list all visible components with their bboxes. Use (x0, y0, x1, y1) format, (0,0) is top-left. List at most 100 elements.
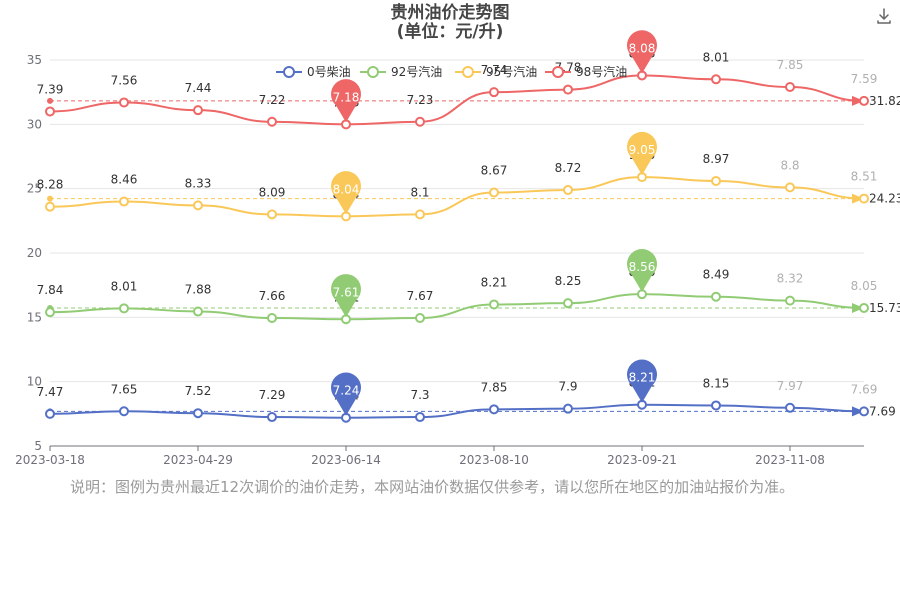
data-label: 8.1 (410, 185, 429, 199)
data-label: 7.84 (37, 283, 64, 297)
data-point (489, 87, 499, 98)
data-label: 8.28 (37, 178, 64, 192)
data-label: 7.47 (37, 385, 64, 399)
data-label: 8.01 (703, 50, 730, 64)
data-label: 7.85 (481, 380, 508, 394)
data-point (489, 404, 499, 415)
data-label: 8.33 (185, 176, 212, 190)
x-tick-label: 2023-09-21 (607, 453, 677, 467)
data-label: 7.22 (259, 93, 286, 107)
min-marker-pin (331, 171, 362, 215)
series-0: 7.69 7.47 7.65 7.52 7.29 7.24 7.3 7.85 7.9 8.21 8.… (37, 359, 896, 423)
data-point (859, 193, 869, 204)
chart-title: 贵州油价走势图 (单位：元/升) (0, 4, 900, 42)
data-point (45, 408, 55, 419)
min-marker-label: 8.04 (333, 182, 360, 196)
average-line-label: 15.73 (869, 301, 900, 315)
data-label: 8.15 (703, 376, 730, 390)
data-point (711, 400, 721, 411)
y-tick-label: 25 (27, 182, 42, 196)
average-line-start (47, 195, 53, 202)
min-marker-pin (331, 79, 362, 123)
y-tick-label: 30 (27, 117, 42, 131)
data-label: 8.49 (703, 268, 730, 282)
average-line-arrow (852, 193, 864, 204)
data-label: 8.32 (777, 272, 804, 286)
legend-item-3: 98号汽油 (545, 64, 627, 79)
chart-title-line2: (单位：元/升) (396, 22, 504, 42)
data-point (267, 412, 277, 423)
data-label: 8.8 (780, 158, 799, 172)
data-point (415, 116, 425, 127)
max-marker-pin (627, 359, 658, 403)
data-label: 7.23 (407, 93, 434, 107)
data-label: 7.56 (111, 73, 138, 87)
legend-label: 95号汽油 (486, 64, 537, 79)
data-point (859, 302, 869, 313)
max-marker-pin (627, 248, 658, 293)
average-line-label: 31.82 (869, 94, 900, 108)
max-marker-label: 8.21 (629, 371, 656, 385)
data-label: 7.85 (777, 58, 804, 72)
y-tick-label: 5 (34, 439, 42, 453)
data-point (193, 306, 203, 317)
data-point (859, 95, 869, 106)
data-point (563, 184, 573, 195)
data-point (489, 299, 499, 310)
average-line-arrow (852, 302, 864, 313)
x-tick-label: 2023-04-29 (163, 453, 233, 467)
data-point (193, 105, 203, 116)
data-label: 7.59 (851, 72, 878, 86)
data-point (415, 209, 425, 220)
data-label: 8.67 (481, 164, 508, 178)
data-point (859, 406, 869, 417)
min-marker-pin (331, 372, 362, 416)
data-point (267, 116, 277, 127)
legend-marker (552, 66, 564, 78)
data-label: 8.01 (111, 279, 138, 293)
data-label: 7.52 (185, 384, 212, 398)
data-point (563, 84, 573, 95)
series-line (49, 74, 865, 126)
data-point (267, 209, 277, 220)
x-tick-label: 2023-03-18 (15, 453, 85, 467)
data-label: 7.88 (185, 283, 212, 297)
line-chart: 5 10 15 20 25 30 35 2023-03-18 2023-04-29 2023-06… (15, 30, 900, 467)
data-point (45, 307, 55, 318)
max-marker-pin (627, 30, 657, 74)
data-point (45, 106, 55, 117)
data-point (711, 175, 721, 186)
chart-title-line1: 贵州油价走势图 (390, 3, 510, 23)
series-1: 15.73 7.84 8.01 7.88 7.66 7.61 7.67 8.21 8.25 8.5… (37, 248, 900, 325)
average-line-label: 24.23 (869, 192, 900, 206)
max-marker-pin (627, 131, 657, 176)
data-label: 7.3 (410, 388, 429, 402)
data-point (785, 82, 795, 93)
data-label: 7.97 (777, 379, 804, 393)
legend-item-0: 0号柴油 (276, 65, 351, 79)
data-label: 8.09 (259, 185, 286, 199)
data-label: 8.97 (703, 152, 730, 166)
legend-label: 0号柴油 (307, 65, 351, 79)
average-line-label: 7.69 (869, 404, 896, 418)
max-marker-label: 9.05 (629, 143, 656, 157)
min-marker-label: 7.18 (333, 90, 360, 104)
data-label: 8.25 (555, 274, 582, 288)
min-marker-pin (331, 274, 362, 318)
y-tick-label: 15 (27, 310, 42, 324)
average-line-arrow (852, 406, 864, 417)
data-label: 8.51 (851, 170, 878, 184)
legend-marker (283, 66, 295, 78)
data-point (563, 298, 573, 309)
data-point (119, 303, 129, 314)
data-label: 7.44 (185, 81, 212, 95)
download-icon[interactable] (874, 6, 894, 26)
data-point (119, 196, 129, 207)
data-point (415, 412, 425, 423)
data-point (267, 312, 277, 323)
data-label: 7.39 (37, 82, 64, 96)
series-line (49, 403, 865, 419)
data-label: 7.9 (558, 380, 577, 394)
series-line (49, 293, 865, 321)
data-label: 7.66 (259, 289, 286, 303)
